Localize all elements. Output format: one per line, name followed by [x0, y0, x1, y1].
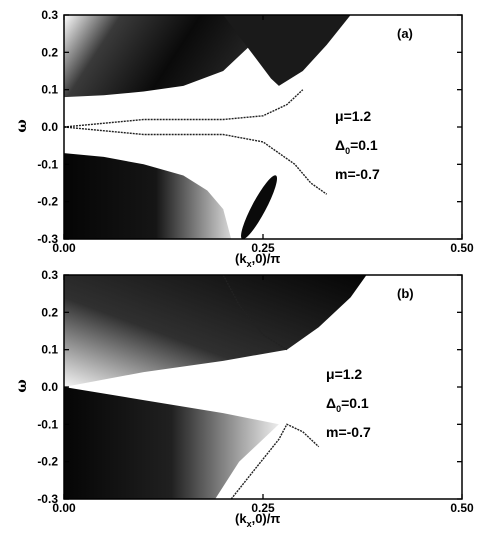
panel-label: (a) — [397, 26, 413, 41]
y-tick-label: 0.0 — [41, 120, 58, 134]
y-tick-label: 0.3 — [41, 268, 58, 282]
bulk-band-upper-right — [223, 15, 351, 86]
y-tick-label: -0.3 — [37, 232, 58, 246]
bulk-lower-pocket — [241, 175, 278, 240]
x-tick-label: 0.25 — [251, 241, 275, 255]
y-tick-label: -0.2 — [37, 455, 58, 469]
bulk-band-lower — [64, 153, 278, 240]
bulk-lower-region — [64, 153, 232, 239]
y-tick-labels: 0.3 0.2 0.1 0.0 -0.1 -0.2 -0.3 — [37, 8, 58, 246]
param-m: m=-0.7 — [335, 166, 380, 182]
surface-state-1 — [63, 126, 328, 195]
y-tick-label: -0.1 — [37, 417, 58, 431]
y-axis-label: ω — [14, 379, 30, 392]
y-tick-labels: 0.3 0.2 0.1 0.0 -0.1 -0.2 -0.3 — [37, 268, 58, 506]
x-tick-labels: 0.00 0.25 0.50 — [52, 241, 474, 255]
bulk-upper-right-region — [223, 15, 351, 86]
x-tick-label: 0.00 — [52, 241, 76, 255]
panel-a: 0.3 0.2 0.1 0.0 -0.1 -0.2 -0.3 0.00 0.25 0.50 (a… — [14, 8, 474, 269]
tick-marks — [63, 14, 463, 240]
param-m: m=-0.7 — [326, 424, 371, 440]
param-delta: Δ0=0.1 — [335, 137, 378, 156]
bulk-lower-region — [64, 387, 279, 499]
x-tick-label: 0.00 — [52, 501, 76, 515]
param-mu: μ=1.2 — [335, 108, 371, 124]
x-tick-labels: 0.00 0.25 0.50 — [52, 501, 474, 515]
bulk-upper-region — [64, 15, 279, 98]
panel-b: 0.3 0.2 0.1 0.0 -0.1 -0.2 -0.3 0.00 0.25 0.50 (b… — [14, 268, 474, 529]
bulk-band-upper — [64, 15, 279, 98]
y-tick-label: 0.2 — [41, 305, 58, 319]
param-mu: μ=1.2 — [326, 366, 362, 382]
y-tick-label: 0.2 — [41, 45, 58, 59]
x-tick-label: 0.50 — [450, 501, 474, 515]
y-tick-label: 0.1 — [41, 343, 58, 357]
y-tick-label: -0.3 — [37, 492, 58, 506]
panel-label: (b) — [397, 286, 414, 301]
y-tick-label: 0.3 — [41, 8, 58, 22]
surface-states — [63, 89, 328, 195]
bulk-band-upper — [64, 275, 367, 387]
y-tick-label: -0.1 — [37, 157, 58, 171]
bulk-upper-region — [64, 275, 367, 387]
surface-states — [222, 274, 320, 500]
surface-state-0 — [222, 274, 288, 351]
bulk-band-lower — [64, 387, 279, 499]
x-tick-label: 0.50 — [450, 241, 474, 255]
y-axis-label: ω — [14, 119, 30, 132]
tick-marks — [63, 274, 463, 500]
surface-state-0 — [63, 89, 304, 128]
x-axis-label: (kx,0)/π — [235, 511, 280, 529]
surface-state-1 — [230, 423, 320, 500]
y-tick-label: 0.0 — [41, 380, 58, 394]
x-tick-label: 0.25 — [251, 501, 275, 515]
y-tick-label: -0.2 — [37, 195, 58, 209]
x-axis-label: (kx,0)/π — [235, 251, 280, 269]
param-delta: Δ0=0.1 — [326, 395, 369, 414]
y-tick-label: 0.1 — [41, 83, 58, 97]
